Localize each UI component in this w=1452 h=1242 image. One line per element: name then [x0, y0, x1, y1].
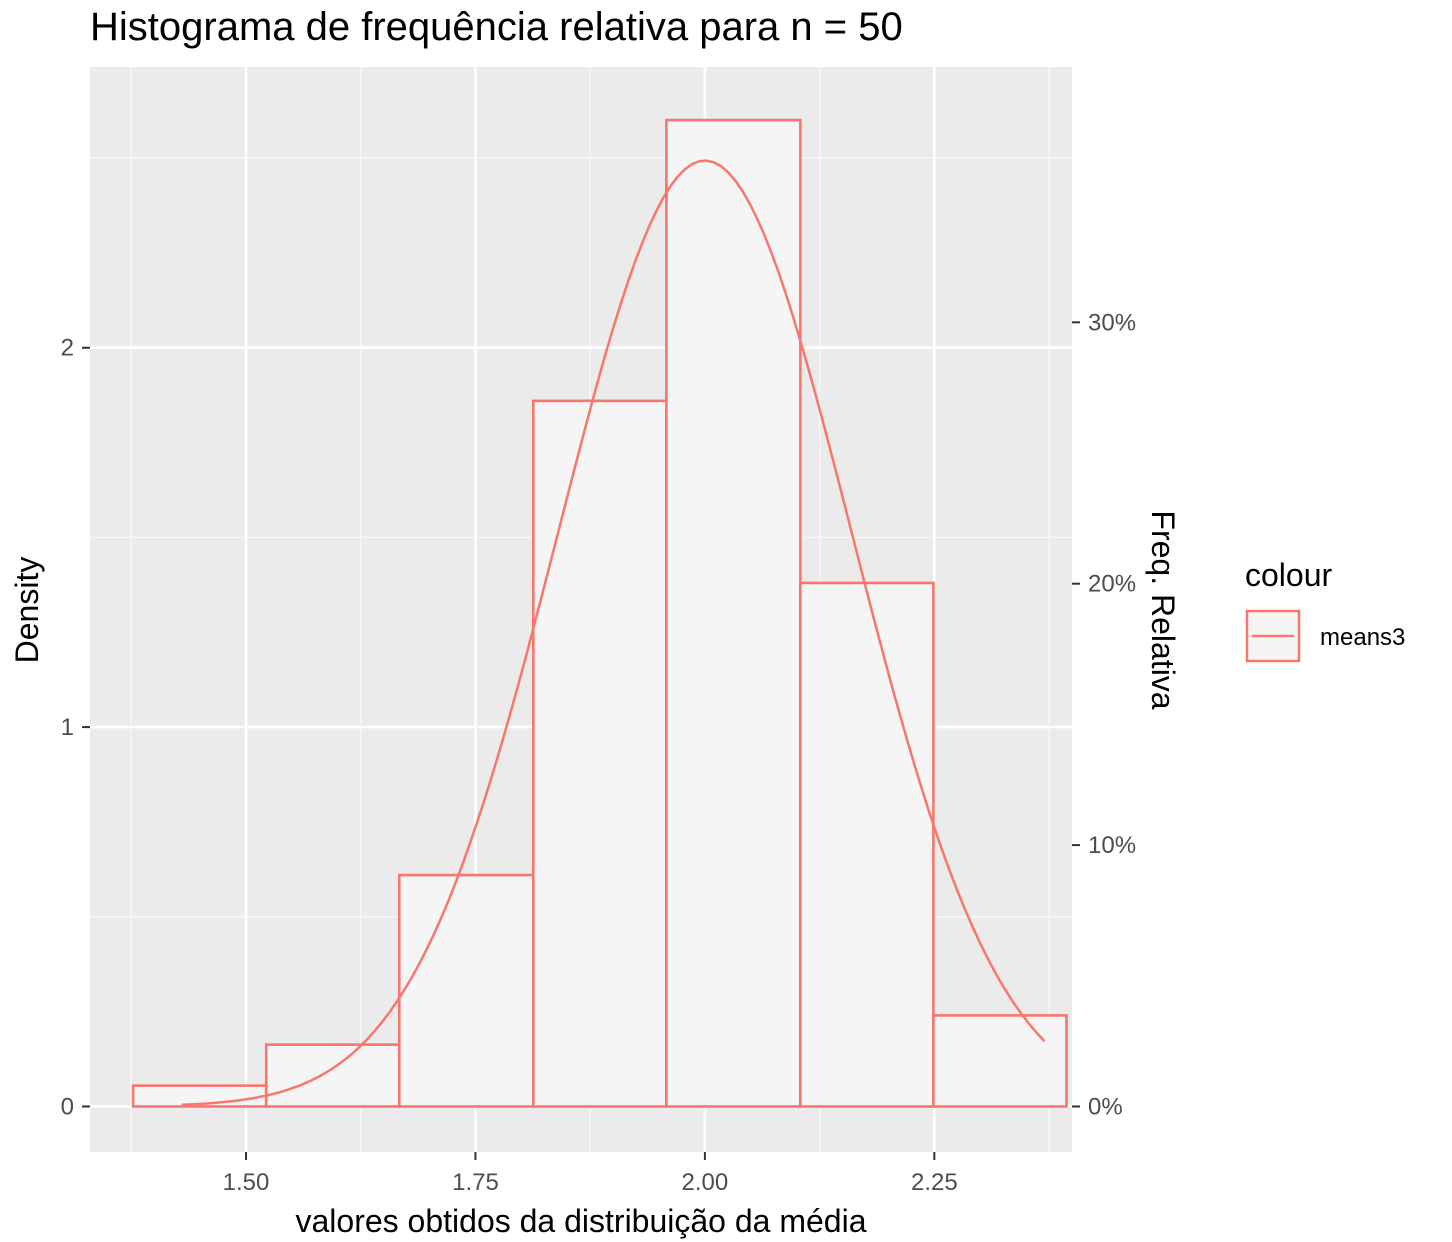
- legend: colour means3: [1245, 557, 1405, 663]
- x-axis: 1.50 1.75 2.00 2.25: [223, 1152, 958, 1196]
- chart-title: Histograma de frequência relativa para n…: [90, 5, 903, 49]
- y-axis-left: 0 1 2: [61, 335, 90, 1120]
- y-tick-label: 2: [61, 335, 74, 362]
- legend-title: colour: [1245, 557, 1333, 593]
- histogram-bar-5: [665, 118, 802, 1108]
- y-axis-right: 0% 10% 20% 30%: [1072, 309, 1136, 1120]
- x-tick-label: 1.75: [452, 1169, 499, 1196]
- y2-tick-label: 10%: [1088, 832, 1136, 859]
- x-tick-label: 2.00: [682, 1169, 729, 1196]
- x-tick-label: 2.25: [911, 1169, 958, 1196]
- y2-axis-title: Freq. Relativa: [1145, 510, 1181, 709]
- histogram-bar-6: [799, 581, 935, 1108]
- density-curve: [181, 159, 1046, 1107]
- y2-tick-label: 20%: [1088, 571, 1136, 598]
- histogram-bars: [131, 118, 1068, 1108]
- histogram-bar-2: [264, 1043, 401, 1108]
- histogram-bar-7: [932, 1014, 1068, 1108]
- y-axis-title: Density: [9, 557, 45, 664]
- histogram-bar-4: [531, 399, 668, 1108]
- histogram-bar-3: [397, 873, 535, 1108]
- legend-label-means3: means3: [1320, 624, 1405, 651]
- y2-tick-label: 0%: [1088, 1093, 1123, 1120]
- y-tick-label: 0: [61, 1093, 74, 1120]
- x-axis-title: valores obtidos da distribuição da média: [296, 1203, 867, 1239]
- y2-tick-label: 30%: [1088, 309, 1136, 336]
- y-tick-label: 1: [61, 714, 74, 741]
- x-tick-label: 1.50: [223, 1169, 270, 1196]
